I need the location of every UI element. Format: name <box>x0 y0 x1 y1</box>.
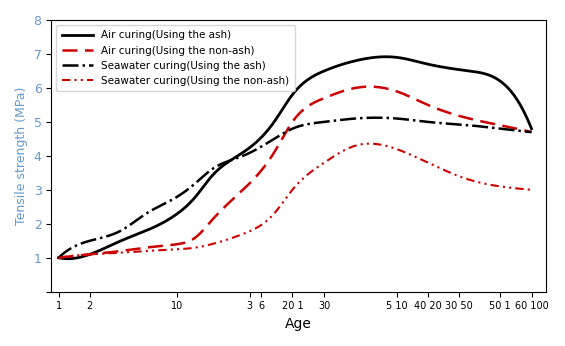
Seawater curing(Using the ash) <box>455 122 462 127</box>
Seawater curing(Using the non-ash) <box>528 188 535 192</box>
Air curing(Using the non-ash) <box>55 256 62 260</box>
Seawater curing(Using the non-ash) <box>337 151 344 155</box>
Air curing(Using the ash) <box>338 63 345 67</box>
Air curing(Using the ash) <box>457 68 464 72</box>
Air curing(Using the non-ash) <box>337 90 344 94</box>
Line: Seawater curing(Using the non-ash): Seawater curing(Using the non-ash) <box>59 144 532 258</box>
Seawater curing(Using the non-ash) <box>345 146 351 151</box>
Line: Air curing(Using the ash): Air curing(Using the ash) <box>59 57 532 259</box>
Seawater curing(Using the ash) <box>337 118 344 122</box>
Air curing(Using the ash) <box>528 127 535 131</box>
Air curing(Using the ash) <box>337 63 344 67</box>
Line: Seawater curing(Using the ash): Seawater curing(Using the ash) <box>59 118 532 258</box>
Y-axis label: Tensile strength (MPa): Tensile strength (MPa) <box>15 87 28 225</box>
Seawater curing(Using the ash) <box>55 256 62 260</box>
Seawater curing(Using the non-ash) <box>455 174 462 178</box>
Seawater curing(Using the ash) <box>528 130 535 134</box>
Air curing(Using the non-ash) <box>485 121 492 125</box>
Seawater curing(Using the non-ash) <box>485 182 492 186</box>
Air curing(Using the ash) <box>346 60 353 64</box>
Seawater curing(Using the non-ash) <box>335 151 342 155</box>
Air curing(Using the ash) <box>65 257 72 261</box>
Seawater curing(Using the ash) <box>345 117 351 121</box>
Seawater curing(Using the non-ash) <box>55 256 62 260</box>
Air curing(Using the non-ash) <box>57 255 64 260</box>
X-axis label: Age: Age <box>285 317 312 331</box>
Seawater curing(Using the ash) <box>485 125 492 129</box>
Air curing(Using the non-ash) <box>345 88 351 92</box>
Seawater curing(Using the ash) <box>373 116 380 120</box>
Seawater curing(Using the ash) <box>335 118 342 122</box>
Seawater curing(Using the ash) <box>57 254 64 258</box>
Line: Air curing(Using the non-ash): Air curing(Using the non-ash) <box>59 86 532 258</box>
Air curing(Using the ash) <box>55 256 62 260</box>
Air curing(Using the non-ash) <box>528 130 535 134</box>
Air curing(Using the non-ash) <box>367 84 373 89</box>
Air curing(Using the ash) <box>383 55 389 59</box>
Air curing(Using the ash) <box>487 74 494 78</box>
Legend: Air curing(Using the ash), Air curing(Using the non-ash), Seawater curing(Using : Air curing(Using the ash), Air curing(Us… <box>56 25 294 91</box>
Seawater curing(Using the non-ash) <box>57 255 64 260</box>
Seawater curing(Using the non-ash) <box>367 142 373 146</box>
Air curing(Using the non-ash) <box>335 91 342 95</box>
Air curing(Using the ash) <box>57 256 64 260</box>
Air curing(Using the non-ash) <box>455 114 462 118</box>
